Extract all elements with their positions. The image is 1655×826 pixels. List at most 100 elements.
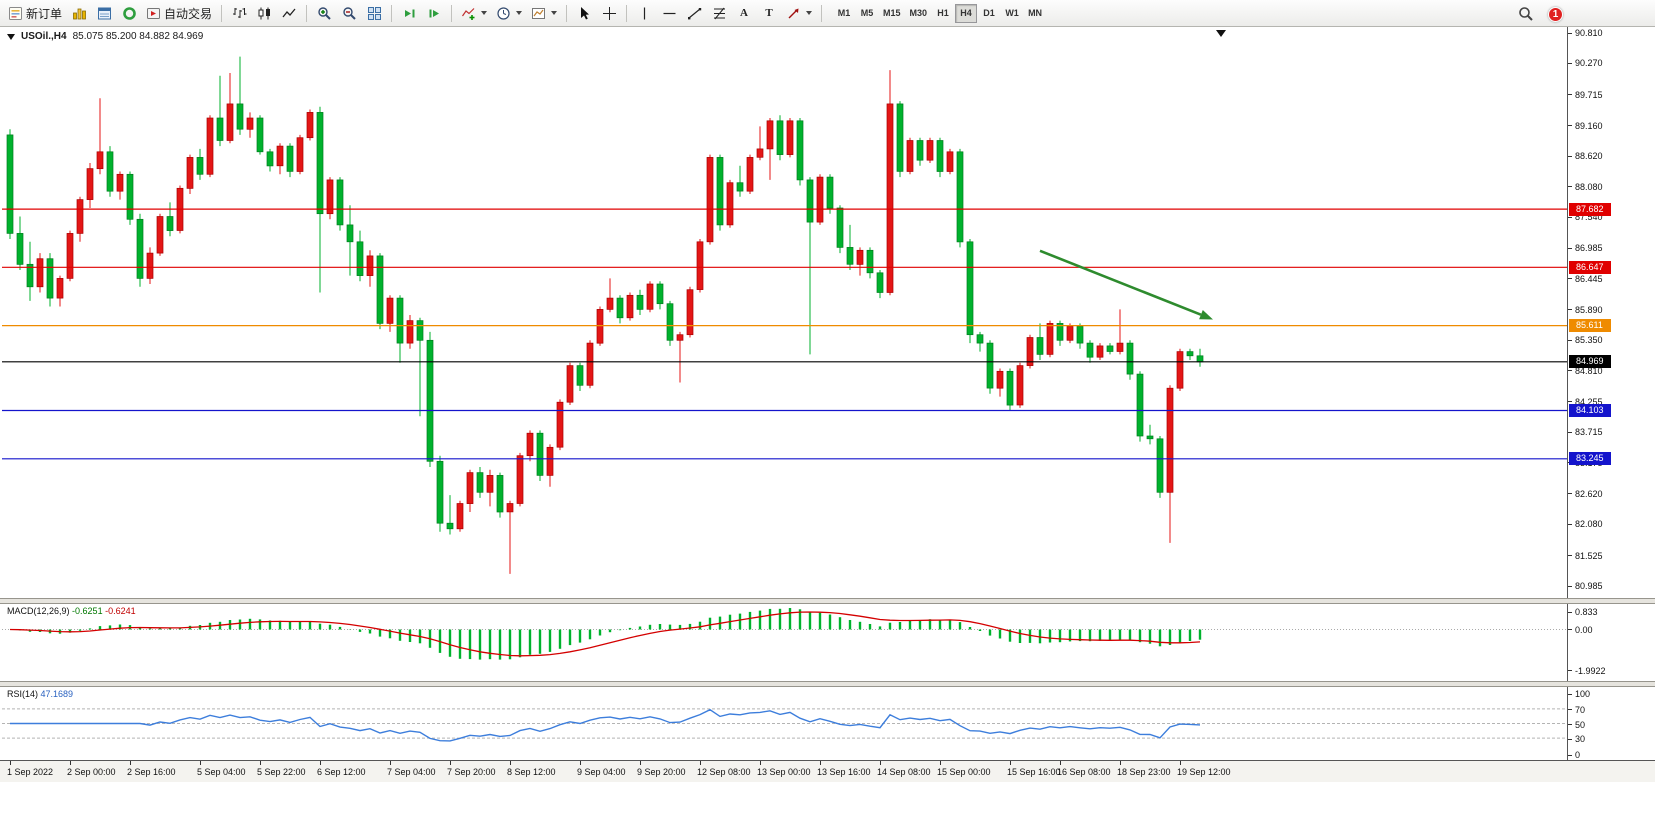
navigator-button[interactable] [117, 2, 141, 24]
candle-body [156, 216, 164, 254]
candle-body [56, 278, 64, 299]
candle-body [896, 103, 904, 172]
auto-trading-label: 自动交易 [164, 6, 213, 21]
timeframe-button-mn[interactable]: MN [1028, 8, 1043, 18]
toolbar-separator [451, 4, 453, 22]
rsi-panel-canvas[interactable] [2, 687, 1567, 760]
timeframe-button-m1[interactable]: M1 [837, 8, 851, 18]
periods-button[interactable] [492, 2, 526, 24]
vertical-line-tool-button[interactable] [632, 2, 656, 24]
timeframe-button-h1[interactable]: H1 [937, 8, 949, 18]
rsi-panel-splitter[interactable] [0, 681, 1655, 687]
chart-shift-marker[interactable] [1216, 30, 1226, 37]
price-axis-label: 84.255 [1568, 397, 1603, 407]
price-axis-label: 84.810 [1568, 366, 1603, 376]
candle-body [166, 216, 174, 231]
main-chart-canvas[interactable] [2, 27, 1567, 598]
timeframe-toolbar: M1 M5 M15 M30 H1 H4 D1 W1 MN [833, 3, 1046, 23]
rsi-indicator-label: RSI(14) 47.1689 [7, 689, 73, 699]
candle-body [1116, 342, 1124, 352]
crosshair-button[interactable] [597, 2, 621, 24]
candle-body [1046, 323, 1054, 355]
price-axis-label: 89.715 [1568, 90, 1603, 100]
time-axis-tick [130, 761, 131, 765]
candle-body [956, 151, 964, 243]
timeframe-button-m30[interactable]: M30 [909, 8, 928, 18]
time-axis-tick [1060, 761, 1061, 765]
time-axis-tick [320, 761, 321, 765]
label-tool-button[interactable]: T [757, 2, 781, 24]
candle-body [496, 475, 504, 513]
chart-menu-icon[interactable] [7, 33, 15, 40]
candle-body [136, 218, 144, 279]
time-axis-tick [820, 761, 821, 765]
candlestick-chart-button[interactable] [252, 2, 276, 24]
shapes-tool-button[interactable] [782, 2, 816, 24]
time-axis-label: 13 Sep 16:00 [817, 767, 871, 777]
price-axis-label: 82.080 [1568, 519, 1603, 529]
templates-button[interactable] [527, 2, 561, 24]
cursor-button[interactable] [572, 2, 596, 24]
toolbar-separator [821, 4, 823, 22]
timeframe-button-m5[interactable]: M5 [860, 8, 874, 18]
time-axis-label: 9 Sep 20:00 [637, 767, 686, 777]
bar-chart-button[interactable] [227, 2, 251, 24]
auto-scroll-button[interactable] [397, 2, 421, 24]
candle-body [416, 320, 424, 341]
candle-body [836, 207, 844, 248]
trend-arrow[interactable] [1039, 249, 1202, 316]
time-axis-tick [450, 761, 451, 765]
timeframe-button-h4[interactable]: H4 [955, 3, 978, 23]
chart-shift-button[interactable] [422, 2, 446, 24]
market-watch-icon [72, 8, 86, 19]
time-axis-label: 7 Sep 04:00 [387, 767, 436, 777]
new-order-label: 新订单 [26, 6, 63, 21]
candle-body [626, 294, 634, 319]
candle-body [466, 472, 474, 504]
price-level-tag: 87.682 [1569, 202, 1611, 216]
macd-panel-canvas[interactable] [2, 604, 1567, 681]
zoom-in-button[interactable] [312, 2, 336, 24]
time-axis[interactable]: 1 Sep 2022 2 Sep 00:00 2 Sep 16:00 5 Sep 04… [0, 760, 1655, 782]
macd-panel-splitter[interactable] [0, 598, 1655, 604]
candle-body [576, 365, 584, 386]
candle-body [686, 289, 694, 336]
notification-badge[interactable]: 1 [1548, 6, 1563, 22]
candle-body [1096, 345, 1104, 358]
fibonacci-tool-button[interactable] [707, 2, 731, 24]
search-button[interactable] [1514, 3, 1538, 25]
candle-body [206, 117, 214, 175]
candle-body [336, 179, 344, 226]
candle-body [816, 176, 824, 223]
indicators-button[interactable] [457, 2, 491, 24]
candle-body [36, 258, 44, 288]
line-chart-button[interactable] [277, 2, 301, 24]
candle-body [76, 199, 84, 234]
time-axis-tick [1180, 761, 1181, 765]
zoom-out-button[interactable] [337, 2, 361, 24]
candle-body [886, 103, 894, 293]
timeframe-button-w1[interactable]: W1 [1005, 8, 1019, 18]
price-axis-label: 86.445 [1568, 274, 1603, 284]
time-axis-label: 18 Sep 23:00 [1117, 767, 1171, 777]
trendline-tool-button[interactable] [682, 2, 706, 24]
timeframe-button-m15[interactable]: M15 [883, 8, 901, 18]
candle-body [236, 103, 244, 130]
tile-windows-button[interactable] [362, 2, 386, 24]
time-axis-tick [940, 761, 941, 765]
data-window-button[interactable] [92, 2, 116, 24]
timeframe-button-d1[interactable]: D1 [983, 8, 995, 18]
candle-body [86, 168, 94, 200]
candle-body [776, 120, 784, 155]
horizontal-line-tool-button[interactable] [657, 2, 681, 24]
candle-body [196, 157, 204, 175]
candle-body [476, 472, 484, 493]
price-axis-label: 86.985 [1568, 243, 1603, 253]
market-watch-button[interactable] [67, 2, 91, 24]
price-axis[interactable]: 90.810 90.270 89.715 89.160 88.620 88.080 87.5… [1567, 27, 1655, 760]
new-order-button[interactable]: 新订单 [4, 2, 66, 24]
zoom-out-icon [342, 6, 356, 20]
auto-trading-button[interactable]: 自动交易 [142, 2, 216, 24]
text-tool-button[interactable]: A [732, 2, 756, 24]
candle-body [586, 342, 594, 386]
